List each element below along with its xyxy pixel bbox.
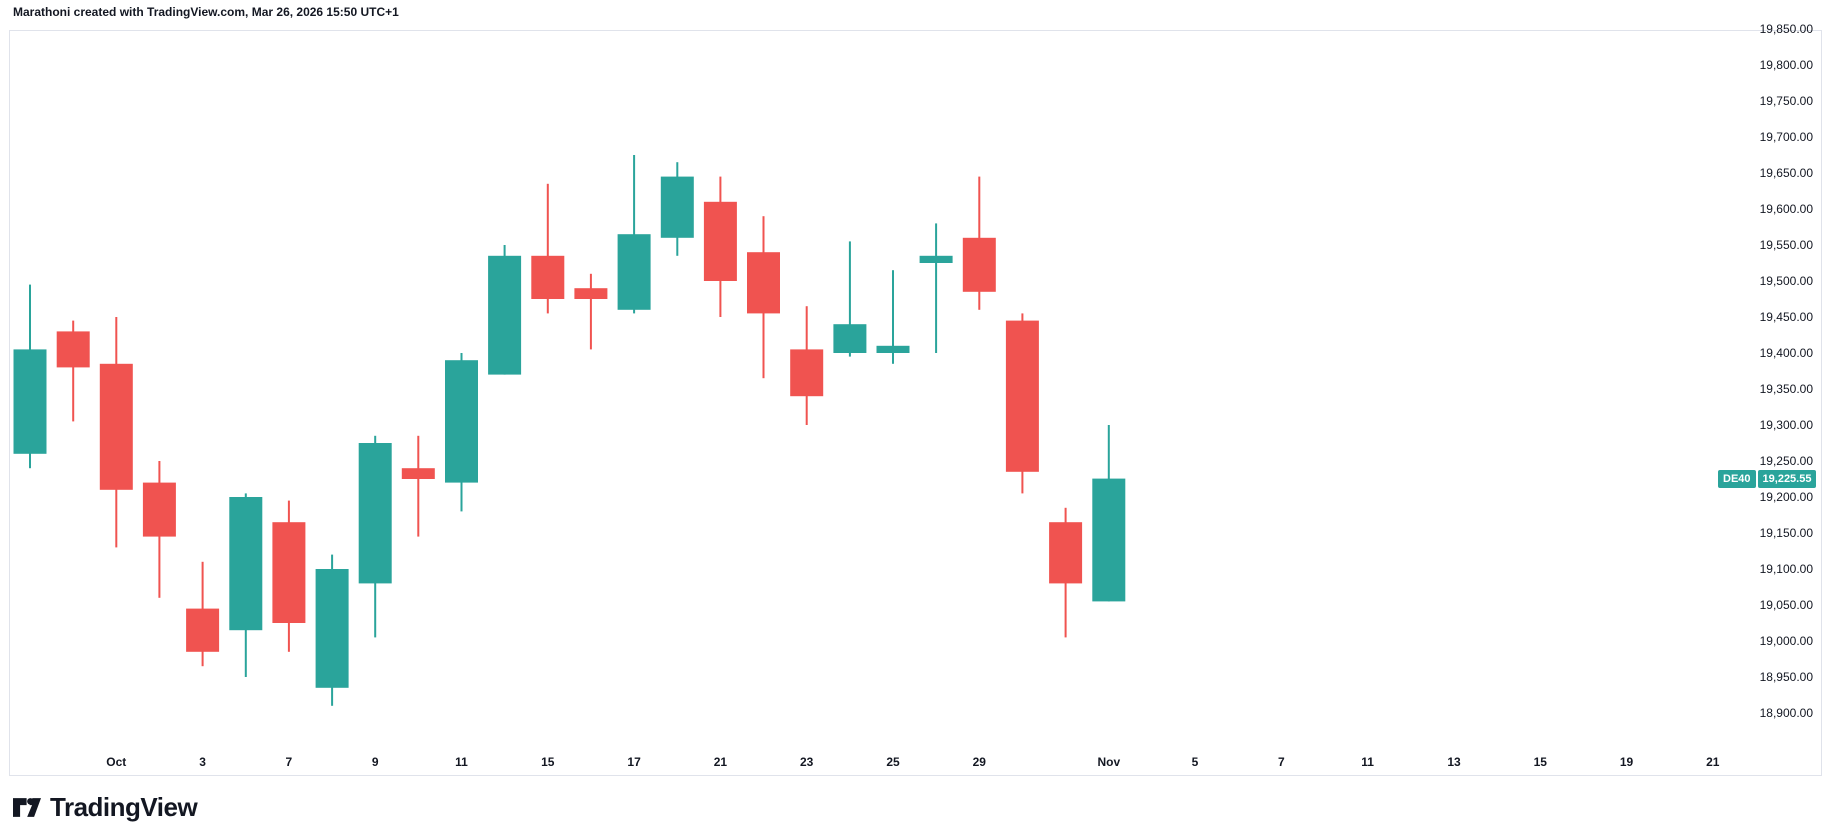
- candle-body: [660, 176, 694, 238]
- candle: [919, 223, 953, 353]
- candle: [1005, 313, 1039, 494]
- candle-body: [272, 522, 306, 623]
- candle-body: [876, 345, 910, 353]
- tradingview-wordmark: TradingView: [50, 792, 198, 822]
- candle: [229, 493, 263, 677]
- candle-body: [56, 331, 90, 368]
- candle: [99, 317, 133, 548]
- candle-body: [1049, 522, 1083, 584]
- candle-body: [747, 252, 780, 314]
- candle-body: [445, 360, 478, 483]
- candle: [488, 245, 522, 375]
- candle: [574, 273, 608, 350]
- candle: [876, 270, 910, 364]
- candle-wick: [892, 270, 894, 364]
- candle-body: [315, 569, 349, 688]
- candle-body: [790, 349, 824, 397]
- candle-body: [488, 255, 522, 375]
- candle-body: [962, 237, 996, 292]
- candle-body: [229, 497, 263, 631]
- candle: [358, 435, 392, 638]
- candle-body: [531, 255, 565, 299]
- candle-wick: [589, 273, 592, 350]
- candle-body: [1005, 320, 1039, 472]
- tradingview-logo-icon: [13, 798, 41, 817]
- candle-body: [574, 288, 608, 299]
- candle-body: [1092, 478, 1126, 602]
- candle: [531, 183, 565, 314]
- candle: [186, 561, 220, 667]
- candle-wick: [848, 241, 851, 357]
- candle: [56, 320, 90, 422]
- candle: [962, 176, 996, 310]
- candle: [1049, 507, 1083, 638]
- candle-wick: [935, 223, 938, 353]
- candle-wick: [72, 320, 75, 422]
- candle: [142, 461, 176, 598]
- candle-body: [703, 201, 737, 281]
- candle: [790, 306, 824, 425]
- candle: [315, 554, 349, 706]
- candle-body: [13, 349, 47, 454]
- candle: [617, 155, 651, 314]
- candle: [272, 500, 306, 652]
- candle-body: [186, 608, 220, 652]
- chart-attribution: Marathoni created with TradingView.com, …: [13, 5, 399, 19]
- candle-wick: [546, 183, 549, 314]
- last-price-badge: DE40 19,225.55: [1718, 469, 1817, 488]
- candle-body: [358, 443, 392, 584]
- candle-wick: [417, 435, 420, 537]
- candle-body: [401, 468, 435, 479]
- candle: [401, 435, 435, 537]
- last-price-chip: 19,225.55: [1757, 469, 1817, 488]
- candle-body: [99, 363, 133, 490]
- tradingview-logo[interactable]: TradingView: [13, 792, 198, 823]
- candle-body: [833, 324, 867, 353]
- candle: [703, 176, 737, 317]
- candle: [13, 284, 47, 469]
- candle-body: [617, 234, 651, 310]
- symbol-chip: DE40: [1718, 469, 1756, 488]
- candle: [833, 241, 867, 357]
- candle-body: [142, 482, 176, 537]
- candle: [747, 216, 780, 379]
- candle: [445, 353, 478, 512]
- candle-body: [919, 255, 953, 263]
- candle: [660, 162, 694, 256]
- candle: [1092, 425, 1126, 602]
